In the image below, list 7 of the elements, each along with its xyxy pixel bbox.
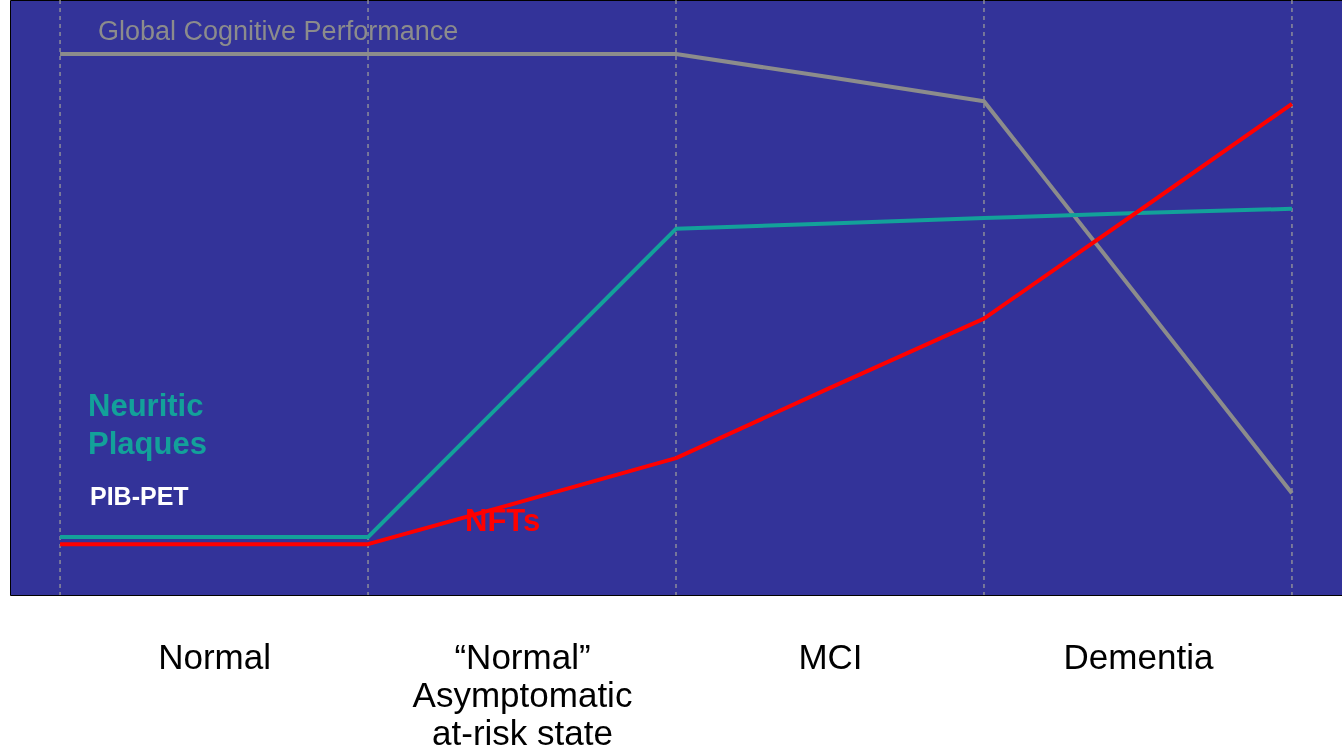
x-tick-label: Dementia <box>1063 636 1214 676</box>
x-tick-label: Normal <box>158 636 271 676</box>
annotation: PIB-PET <box>90 482 189 510</box>
series-label: Global Cognitive Performance <box>98 16 459 46</box>
x-tick-label: “Normal” Asymptomatic at-risk state <box>412 636 633 745</box>
x-tick-label: MCI <box>798 636 863 676</box>
text: Neuritic Plaques <box>88 388 207 461</box>
